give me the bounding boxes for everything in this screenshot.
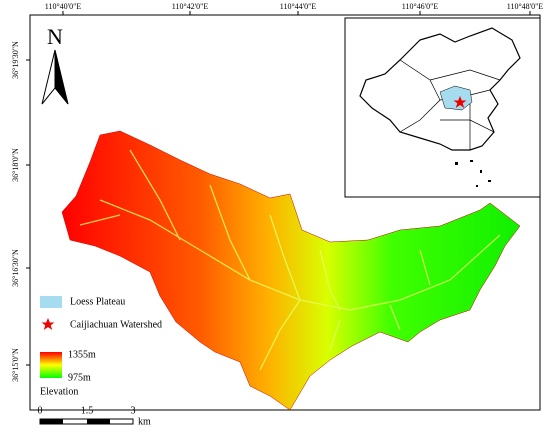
scale-bar [40, 419, 63, 424]
legend-swatch [40, 296, 62, 308]
scale-unit: km [138, 416, 151, 427]
loess-plateau-inset [439, 85, 473, 111]
islands [455, 160, 491, 187]
drainage [79, 149, 501, 371]
north-arrow [41, 49, 56, 105]
lat-label: 36°15'0"N [11, 348, 20, 382]
elevation-bar [40, 352, 62, 378]
scale-label: 3 [131, 405, 136, 416]
watershed [61, 130, 521, 411]
lat-label: 36°19'30"N [11, 41, 20, 79]
scale-bar [87, 419, 110, 424]
north-label: N [47, 24, 63, 49]
lat-label: 36°18'0"N [11, 148, 20, 182]
lon-label: 110°40'0"E [45, 2, 82, 11]
china-outline [359, 27, 521, 151]
elevation-title: Elevation [40, 386, 78, 397]
lon-label: 110°44'0"E [280, 2, 317, 11]
elevation-max: 1355m [68, 349, 96, 360]
scale-label: 1.5 [81, 405, 94, 416]
watershed-star [453, 96, 467, 108]
lon-label: 110°48'0"E [507, 2, 544, 11]
map-frame [29, 14, 541, 411]
elevation-min: 975m [68, 372, 91, 383]
frame-ticks [26, 11, 531, 366]
north-arrow [54, 49, 69, 105]
legend-star [41, 318, 55, 330]
scale-label: 0 [38, 405, 43, 416]
lon-label: 110°46'0"E [402, 2, 439, 11]
lon-label: 110°42'0"E [172, 2, 209, 11]
legend-label: Loess Plateau [70, 296, 125, 307]
legend-label: Caijiachuan Watershed [70, 319, 162, 330]
lat-label: 36°16'30"N [11, 249, 20, 287]
